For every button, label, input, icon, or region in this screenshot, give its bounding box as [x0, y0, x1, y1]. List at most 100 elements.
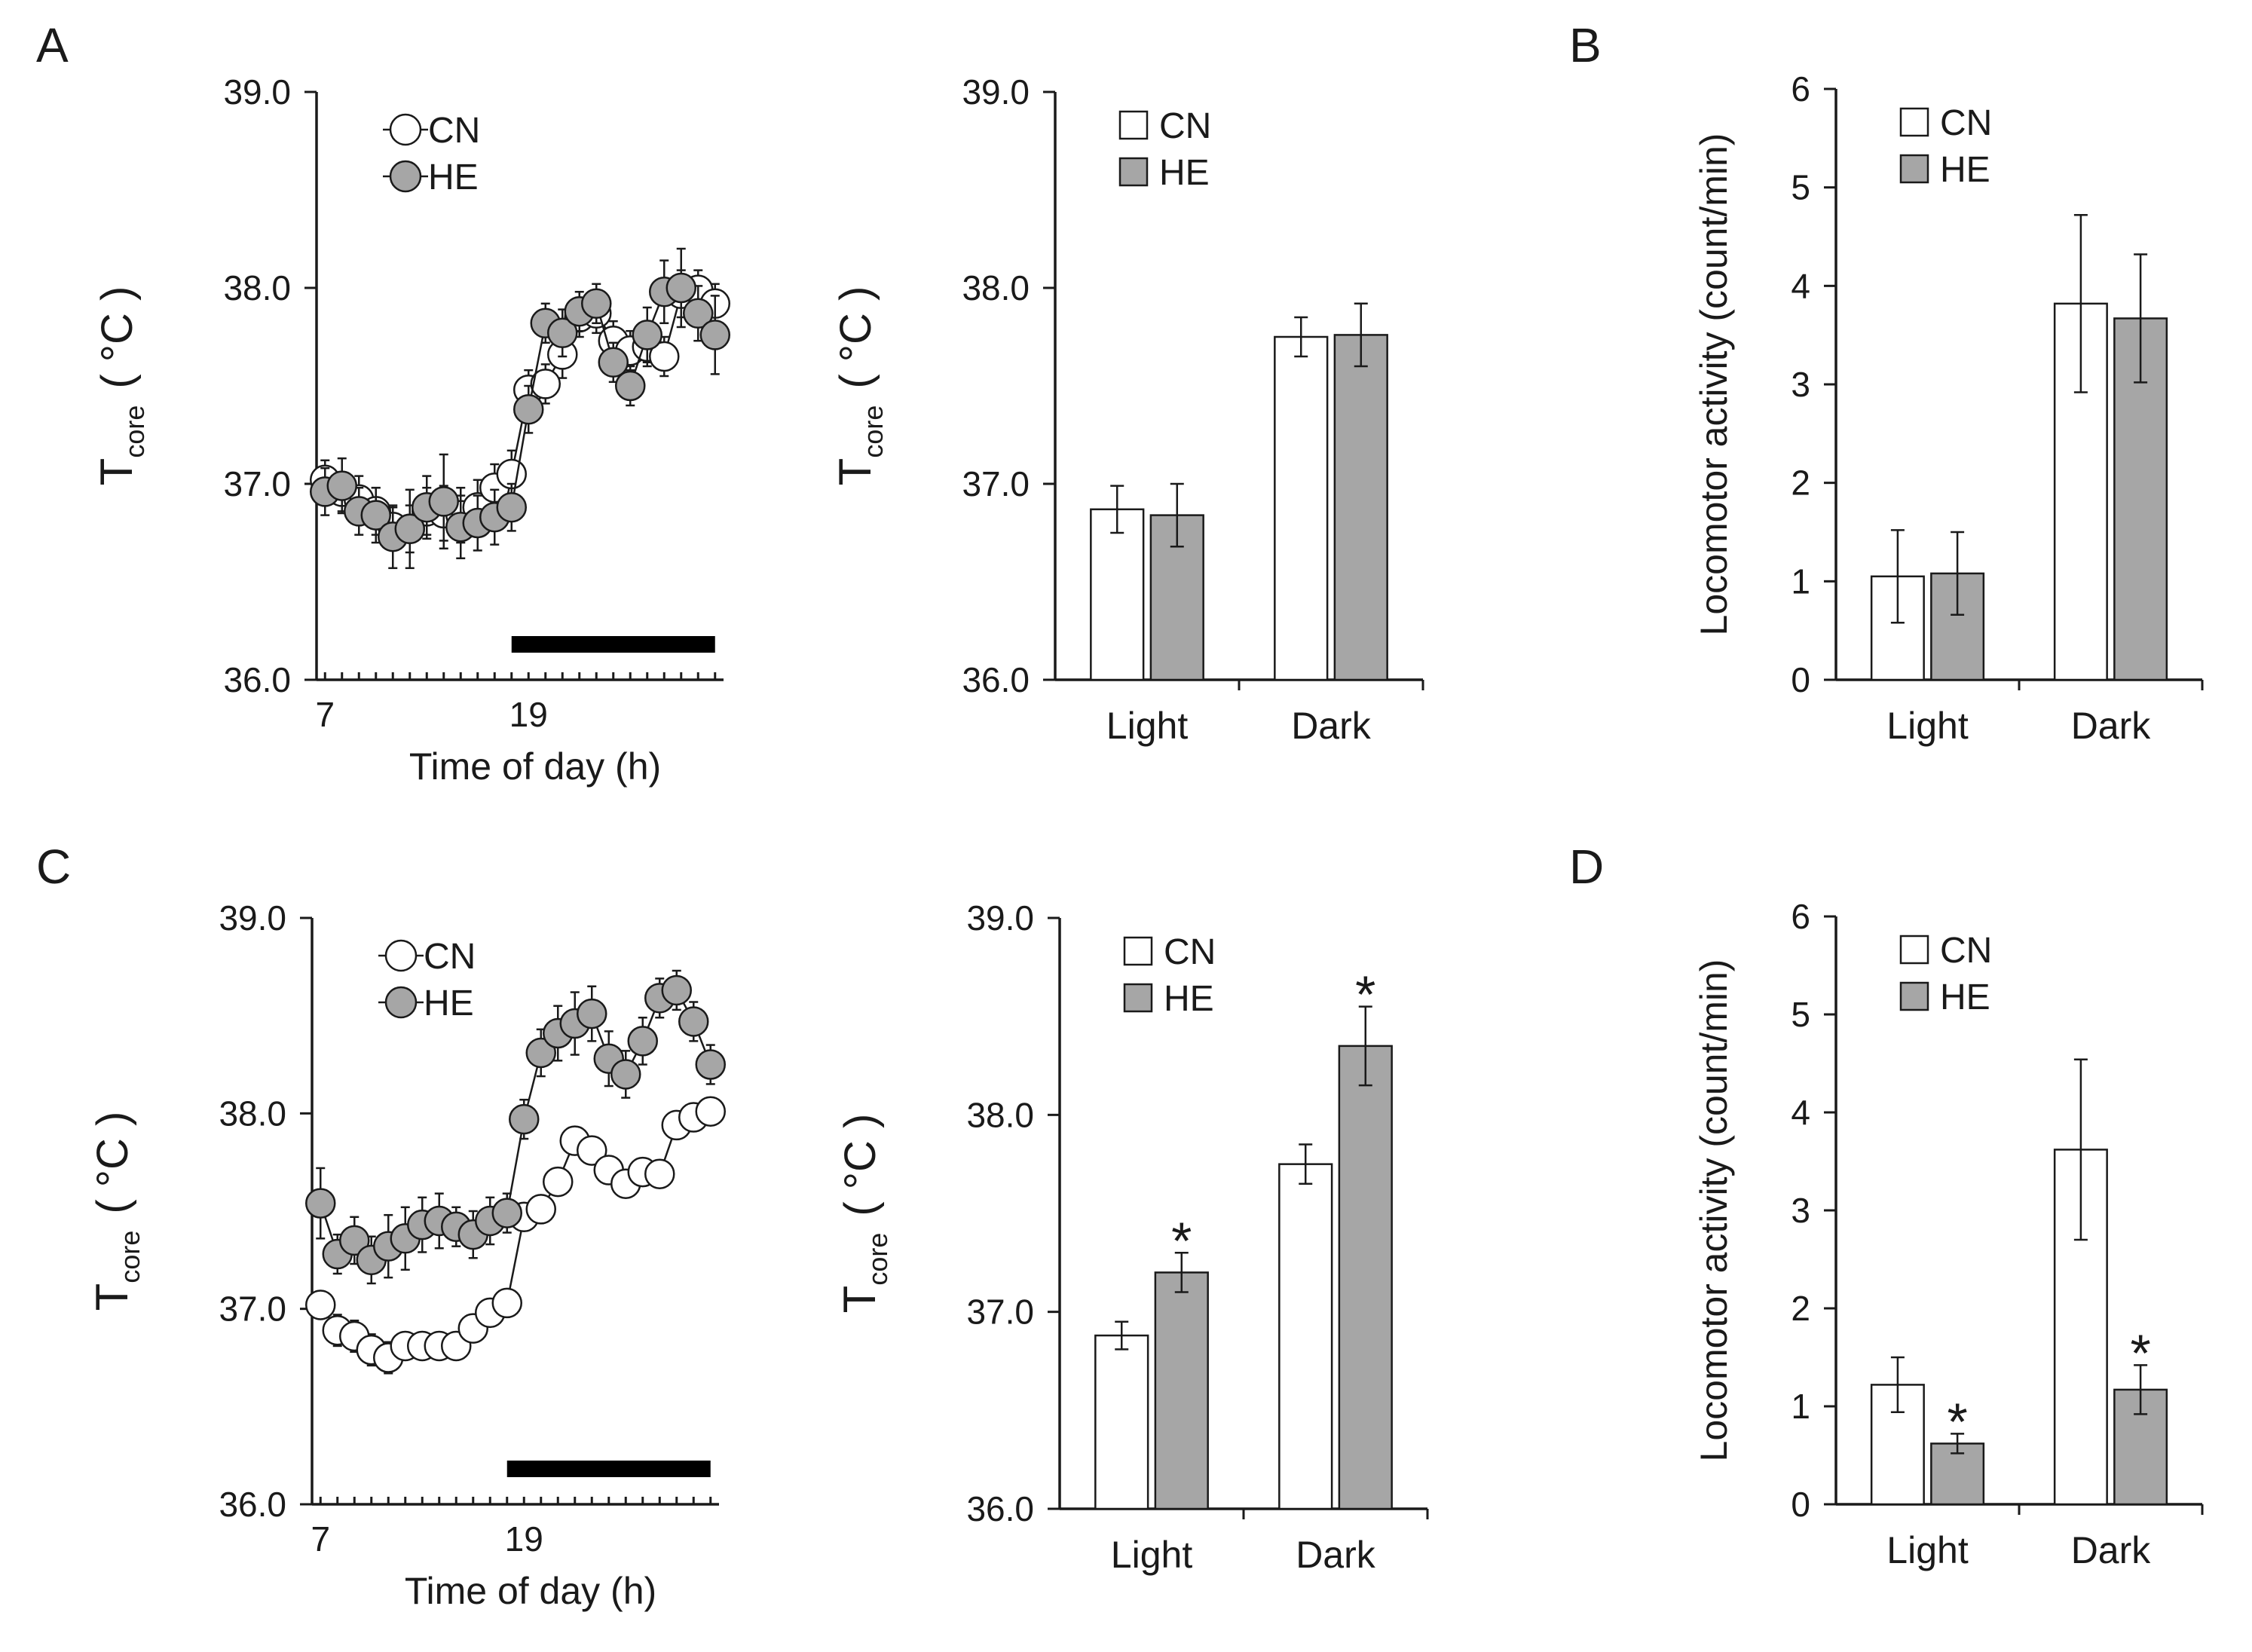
data-point [305, 1188, 336, 1219]
y-axis-title: Tcore ( °C ) [834, 1114, 893, 1314]
category-label: Dark [1291, 705, 1372, 747]
legend-label: HE [1940, 977, 1990, 1017]
bar-cn-light [1094, 1334, 1149, 1510]
bar-he-dark [1338, 1045, 1393, 1510]
data-point [496, 491, 527, 523]
data-point [661, 974, 692, 1006]
data-point [547, 317, 578, 349]
y-tick-label: 37.0 [219, 1289, 286, 1329]
legend-marker [389, 160, 422, 193]
data-point [360, 500, 391, 531]
data-point [509, 1103, 540, 1135]
y-axis-title-main: T [87, 1283, 137, 1311]
bar-he-light [1154, 1271, 1209, 1510]
y-tick-label: 38.0 [966, 1095, 1034, 1134]
y-tick-label: 6 [1791, 897, 1810, 936]
legend-swatch [1899, 935, 1929, 965]
legend-label: HE [1164, 979, 1214, 1019]
legend-label: CN [1940, 931, 1992, 971]
bar-cn-dark [1278, 1163, 1333, 1510]
x-tick-label: 7 [315, 695, 335, 734]
panel-letter-b: B [1569, 18, 1602, 72]
legend-label: CN [428, 111, 480, 151]
legend-label: CN [1159, 106, 1211, 146]
y-tick-label: 1 [1791, 561, 1810, 601]
data-point [339, 1225, 370, 1256]
category-label: Light [1886, 705, 1969, 747]
legend-label: HE [424, 984, 474, 1023]
data-point [598, 347, 629, 378]
legend-swatch [1123, 936, 1153, 966]
data-point [615, 370, 646, 402]
legend-label: CN [424, 937, 476, 977]
legend-swatch [1123, 983, 1153, 1013]
y-tick-label: 39.0 [966, 898, 1034, 938]
y-tick-label: 38.0 [219, 1094, 286, 1133]
data-point [543, 1166, 574, 1198]
bar-he-dark [1333, 334, 1388, 681]
y-tick-label: 0 [1791, 660, 1810, 699]
legend-swatch [1118, 110, 1149, 140]
data-point [513, 393, 544, 425]
category-label: Dark [2071, 1529, 2152, 1571]
legend-label: HE [1159, 153, 1210, 193]
y-axis-title: Locomotor activity (count/min) [1693, 959, 1735, 1462]
data-point [305, 1289, 336, 1320]
legend-label: CN [1940, 103, 1992, 143]
y-tick-label: 37.0 [966, 1293, 1034, 1332]
data-point [610, 1059, 641, 1090]
y-axis-title-main: Locomotor activity (count/min) [1693, 133, 1735, 636]
data-point [577, 998, 607, 1029]
y-tick-label: 3 [1791, 1191, 1810, 1230]
y-tick-label: 39.0 [219, 898, 286, 938]
bar-cn-light [1090, 508, 1145, 681]
series-he [305, 969, 726, 1285]
data-point [649, 341, 680, 372]
data-point [678, 1006, 709, 1037]
y-axis-title-subscript: core [862, 1233, 893, 1286]
y-axis-title-unit: ( °C ) [836, 1114, 885, 1216]
category-label: Light [1886, 1529, 1969, 1571]
legend-label: HE [428, 158, 479, 197]
data-point [525, 1037, 556, 1069]
y-tick-label: 39.0 [962, 72, 1030, 112]
y-tick-label: 37.0 [223, 464, 291, 503]
chart-a-right: 36.0 37.0 38.0 39.0 Tcore ( °C ) Light Dark CN HE [830, 72, 1424, 747]
legend-label: HE [1940, 150, 1990, 190]
chart-c-left: 36.0 37.0 38.0 39.0 Tcore ( °C ) 7 19 Time of da… [87, 898, 726, 1612]
dark-phase-bar [506, 1461, 711, 1477]
chart-b: 0 1 2 3 4 5 6 Locomotor activity (count/min) Lig… [1693, 69, 2204, 747]
x-axis-title: Time of day (h) [405, 1570, 656, 1612]
legend-marker [384, 939, 418, 972]
data-point [644, 1158, 675, 1189]
category-label: Light [1111, 1534, 1193, 1576]
y-axis-title-main: Locomotor activity (count/min) [1693, 959, 1735, 1462]
legend-swatch [1899, 107, 1929, 137]
data-point [577, 1135, 607, 1166]
panel-letter-c: C [36, 840, 71, 894]
y-tick-label: 6 [1791, 69, 1810, 109]
y-axis-title-unit: ( °C ) [831, 286, 880, 389]
y-tick-label: 5 [1791, 168, 1810, 207]
legend-label: CN [1164, 932, 1216, 972]
y-axis-title: Locomotor activity (count/min) [1693, 133, 1735, 636]
chart-a-left: 36.0 37.0 38.0 39.0 Tcore ( °C ) 7 19 Time of da… [91, 72, 730, 788]
chart-d: 0 1 2 3 4 5 6 Locomotor activity (count/min) Lig… [1693, 897, 2204, 1571]
y-tick-label: 4 [1791, 266, 1810, 305]
bar-cn-dark [1274, 335, 1329, 681]
y-tick-label: 1 [1791, 1387, 1810, 1426]
y-tick-label: 2 [1791, 463, 1810, 503]
legend-marker [384, 986, 418, 1019]
y-tick-label: 36.0 [962, 660, 1030, 699]
significance-mark: * [2130, 1323, 2150, 1382]
data-point [632, 320, 662, 350]
data-point [581, 288, 612, 320]
y-tick-label: 39.0 [223, 72, 291, 112]
y-tick-label: 36.0 [223, 660, 291, 699]
data-point [326, 470, 357, 501]
data-point [666, 272, 696, 304]
legend-swatch [1899, 154, 1929, 184]
y-axis-title-unit: ( °C ) [88, 1112, 137, 1214]
data-point [695, 1096, 726, 1127]
panel-letter-d: D [1569, 840, 1604, 894]
